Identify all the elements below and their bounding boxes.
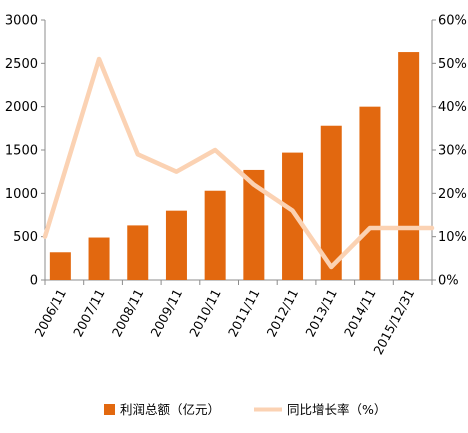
- right-tick-label: 30%: [438, 144, 467, 159]
- bar: [127, 225, 149, 280]
- bar-series: [49, 52, 420, 281]
- x-tick-label: 2012/11: [264, 286, 302, 339]
- tick-labels: 0 500 1000 1500 2000 2500 3000 0% 10% 20% 30% 40% 50…: [5, 14, 467, 358]
- legend-label-bar: 利润总额（亿元）: [120, 402, 220, 417]
- line-series: [42, 56, 435, 270]
- x-tick-label: 2009/11: [147, 286, 185, 339]
- left-tick-label: 1000: [5, 187, 38, 202]
- left-tick-label: 0: [30, 274, 38, 289]
- bar: [204, 190, 226, 280]
- x-tick-label: 2010/11: [186, 286, 224, 339]
- bar: [359, 106, 381, 281]
- x-tick-label: 2007/11: [70, 286, 108, 339]
- x-tick-label: 2006/11: [31, 286, 69, 339]
- right-tick-label: 10%: [438, 230, 467, 245]
- left-tick-label: 3000: [5, 14, 38, 29]
- left-tick-label: 2500: [5, 57, 38, 72]
- x-tick-label: 2013/11: [302, 286, 340, 339]
- left-tick-label: 2000: [5, 100, 38, 115]
- legend: 利润总额（亿元） 同比增长率（%）: [104, 402, 386, 417]
- right-tick-label: 40%: [438, 100, 467, 115]
- x-tick-label: 2014/11: [341, 286, 379, 339]
- x-tick-label: 2015/12/31: [370, 286, 417, 357]
- x-tick-label: 2011/11: [225, 286, 263, 339]
- bar: [398, 52, 420, 280]
- right-tick-label: 60%: [438, 14, 467, 29]
- legend-swatch-bar: [104, 404, 115, 415]
- x-tick-label: 2008/11: [109, 286, 147, 339]
- legend-label-line: 同比增长率（%）: [287, 402, 386, 417]
- right-tick-label: 20%: [438, 187, 467, 202]
- bar: [320, 125, 342, 280]
- bar: [282, 152, 304, 280]
- bar: [88, 237, 110, 280]
- bar: [165, 210, 187, 280]
- left-tick-label: 1500: [5, 144, 38, 159]
- growth-line: [42, 56, 435, 270]
- right-tick-label: 0%: [438, 274, 459, 289]
- left-tick-label: 500: [13, 230, 38, 245]
- bar: [243, 169, 265, 280]
- right-tick-label: 50%: [438, 57, 467, 72]
- bar: [49, 252, 71, 280]
